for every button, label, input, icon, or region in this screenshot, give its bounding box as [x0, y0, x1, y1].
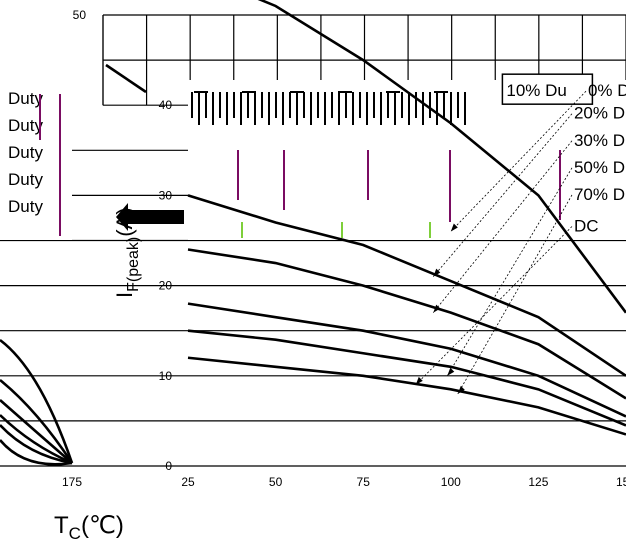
left-panel-label: Duty	[8, 197, 43, 216]
x-tick-label: 150	[616, 475, 626, 489]
legend-leader-line	[432, 140, 573, 313]
legend-leader-arrow	[450, 223, 458, 232]
y-tick-label: 20	[159, 279, 173, 293]
legend-label: 10% Du	[506, 81, 566, 100]
y-axis-ticks: 0 10 20 30 40 50	[73, 8, 173, 473]
legend-label: 70% D	[574, 185, 625, 204]
left-panel-curve	[0, 424, 73, 465]
left-panel-fragment: Duty Duty Duty Duty Duty	[0, 89, 74, 466]
x-tick-label: 100	[441, 475, 461, 489]
y-tick-label: 0	[165, 459, 172, 473]
series-line	[187, 302, 626, 418]
left-panel-label: Duty	[8, 89, 43, 108]
x-tick-label: 175	[62, 475, 82, 489]
left-panel-curve	[0, 439, 73, 466]
legend-leader-arrow	[457, 385, 465, 394]
left-panel-label: Duty	[8, 143, 43, 162]
legend-leader-arrow	[433, 268, 441, 277]
left-panel-label: Duty	[8, 170, 43, 189]
left-panel-curve	[0, 399, 73, 464]
series-line	[257, 0, 626, 314]
y-tick-label: 10	[159, 369, 173, 383]
series-line-segment	[105, 63, 147, 94]
arrow-head	[116, 203, 128, 231]
legend-label: 50% D	[574, 158, 625, 177]
x-axis-label-main: T	[54, 512, 69, 539]
legend-leader-line	[450, 90, 587, 232]
left-panel-label: Duty	[8, 116, 43, 135]
left-panel-curve	[0, 338, 74, 464]
left-panel-curve	[0, 414, 73, 465]
arrow-block	[128, 210, 184, 224]
y-axis-label: IF(peak)(A)	[112, 207, 142, 298]
legend-leader-line	[446, 167, 573, 377]
y-tick-label: 40	[159, 98, 173, 112]
x-tick-label: 25	[181, 475, 195, 489]
y-tick-label: 30	[159, 188, 173, 202]
x-axis-label-unit: (℃)	[81, 512, 124, 539]
series-line	[187, 248, 626, 400]
series-line	[187, 194, 626, 377]
x-axis-ticks: 25 50 75 100 125 150 175	[62, 475, 626, 489]
legend-leader-arrow	[415, 376, 423, 385]
legend: 10% Du 0% D 20% D 30% D 50% D 70% D DC	[415, 73, 626, 395]
legend-label: DC	[574, 216, 599, 235]
legend-leader-line	[415, 226, 573, 386]
series-line	[187, 356, 626, 436]
series-curves	[105, 0, 626, 436]
svg-text:IF(peak)(A): IF(peak)(A)	[112, 207, 142, 298]
left-panel-curve	[0, 378, 74, 464]
y-axis-label-main: I	[112, 292, 137, 298]
legend-label: 0% D	[588, 81, 626, 100]
x-tick-label: 125	[528, 475, 548, 489]
y-tick-label: 50	[73, 8, 87, 22]
legend-label: 30% D	[574, 131, 625, 150]
x-axis-label-sub: C	[69, 524, 81, 543]
y-axis-label-sub: F(peak)	[125, 237, 142, 292]
legend-leader-arrow	[447, 367, 455, 376]
legend-label: 20% D	[574, 104, 625, 123]
legend-box	[501, 73, 594, 105]
x-tick-label: 50	[269, 475, 283, 489]
y-axis-label-unit: (A)	[112, 207, 137, 236]
x-tick-label: 75	[357, 475, 371, 489]
left-panel-background	[0, 90, 72, 240]
legend-leader-arrow	[433, 304, 441, 313]
x-axis-label: TC(℃)	[54, 512, 124, 543]
series-line	[187, 329, 626, 427]
